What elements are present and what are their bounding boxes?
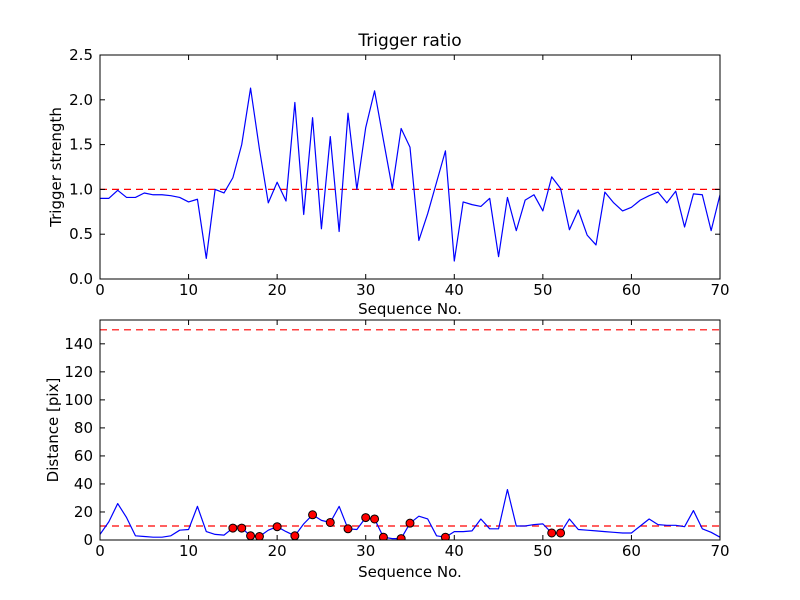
event-marker [308,510,318,520]
trigger-ratio-axes-frame [99,54,721,280]
event-marker [272,522,282,532]
y-tick-label: 60 [74,447,93,465]
event-marker [547,528,557,538]
y-tick-label: 1.0 [69,180,93,198]
y-tick-label: 80 [74,419,93,437]
x-tick-label: 20 [268,281,287,299]
x-tick-label: 10 [179,542,198,560]
x-tick-label: 70 [710,542,729,560]
x-tick-label: 50 [533,542,552,560]
distance-line [100,488,720,540]
y-tick-label: 40 [74,475,93,493]
x-tick-label: 30 [356,281,375,299]
event-marker [405,518,415,528]
x-tick-label: 10 [179,281,198,299]
event-marker [228,523,238,533]
event-marker [396,534,406,540]
x-tick-label: 20 [268,542,287,560]
y-tick-label: 2.5 [69,46,93,64]
top-plot-xlabel: Sequence No. [358,300,462,318]
x-tick-label: 0 [95,542,105,560]
y-tick-label: 0.0 [69,270,93,288]
event-marker [440,532,450,540]
chart-title: Trigger ratio [358,31,462,51]
x-tick-label: 60 [622,542,641,560]
event-marker [254,531,264,540]
y-tick-label: 0 [83,531,93,549]
trigger-ratio-line [100,87,720,262]
event-marker [246,531,256,540]
event-marker [370,514,380,524]
x-tick-label: 60 [622,281,641,299]
event-marker [361,513,371,523]
event-marker [237,523,247,533]
top-plot-ylabel: Trigger strength [47,107,65,227]
event-marker [343,524,353,534]
x-tick-label: 50 [533,281,552,299]
x-tick-label: 70 [710,281,729,299]
y-tick-label: 0.5 [69,225,93,243]
event-marker [290,531,300,540]
y-tick-label: 2.0 [69,91,93,109]
x-tick-label: 0 [95,281,105,299]
y-tick-label: 120 [64,363,93,381]
distance-axes-frame [99,319,721,541]
event-marker [378,532,388,540]
y-tick-label: 100 [64,391,93,409]
bottom-plot-xlabel: Sequence No. [358,563,462,581]
bottom-plot-ylabel: Distance [pix] [44,377,62,483]
y-tick-label: 140 [64,335,93,353]
event-marker [556,528,566,538]
x-tick-label: 40 [445,542,464,560]
y-tick-label: 20 [74,503,93,521]
y-tick-label: 1.5 [69,136,93,154]
x-tick-label: 40 [445,281,464,299]
event-marker [325,517,335,527]
x-tick-label: 30 [356,542,375,560]
